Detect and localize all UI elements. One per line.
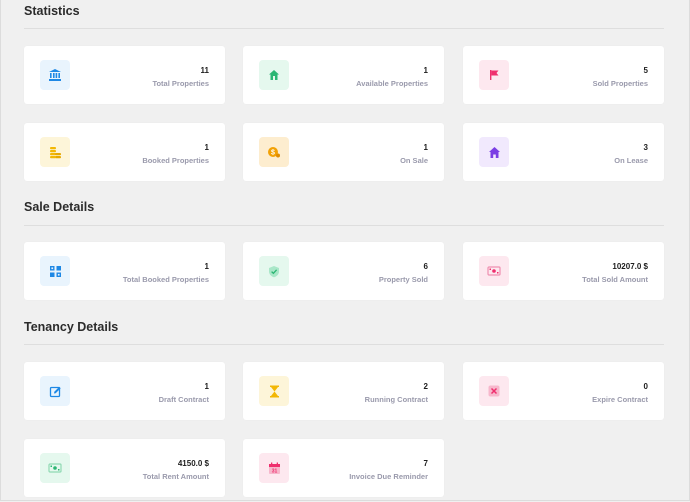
card-value: 6 [423,262,428,271]
card-label: Draft Contract [158,395,209,404]
svg-text:$: $ [271,149,275,156]
section-title-statistics: Statistics [24,4,80,18]
card-property-sold[interactable]: 6 Property Sold [243,242,444,300]
divider [24,225,664,226]
card-label: Expire Contract [592,395,648,404]
card-value: 10207.0 $ [612,262,648,271]
card-value: 1 [423,66,428,75]
card-label: Total Rent Amount [142,472,209,481]
card-label: Booked Properties [142,156,209,165]
cash-icon [40,453,70,483]
money-icon [479,256,509,286]
card-label: Invoice Due Reminder [349,472,428,481]
card-draft-contract[interactable]: 1 Draft Contract [24,362,225,420]
grid-icon [40,256,70,286]
card-label: Running Contract [364,395,428,404]
card-total-sold-amount[interactable]: 10207.0 $ Total Sold Amount [463,242,664,300]
section-title-sale-details: Sale Details [24,200,95,214]
card-total-rent-amount[interactable]: 4150.0 $ Total Rent Amount [24,439,225,497]
calendar-icon: 31 [259,453,289,483]
card-value: 7 [423,459,428,468]
section-title-tenancy-details: Tenancy Details [24,320,119,334]
card-label: On Lease [614,156,648,165]
card-value: 5 [643,66,648,75]
card-label: Available Properties [356,79,428,88]
dollar-icon: $ [259,137,289,167]
card-invoice-due-reminder[interactable]: 31 7 Invoice Due Reminder [243,439,444,497]
card-label: On Sale [400,156,428,165]
close-box-icon [479,376,509,406]
card-total-booked-properties[interactable]: 1 Total Booked Properties [24,242,225,300]
card-value: 1 [204,143,209,152]
home-icon [479,137,509,167]
card-value: 2 [423,382,428,391]
divider [24,28,664,29]
divider [24,344,664,345]
edit-icon [40,376,70,406]
svg-text:31: 31 [271,468,277,474]
flag-icon [479,60,509,90]
card-running-contract[interactable]: 2 Running Contract [243,362,444,420]
card-total-properties[interactable]: 11 Total Properties [24,46,225,104]
card-on-sale[interactable]: $ 1 On Sale [243,123,444,181]
card-value: 1 [423,143,428,152]
card-label: Property Sold [378,275,428,284]
card-label: Total Properties [152,79,209,88]
card-label: Total Sold Amount [582,275,648,284]
card-label: Sold Properties [592,79,648,88]
house-icon [259,60,289,90]
card-booked-properties[interactable]: 1 Booked Properties [24,123,225,181]
card-value: 4150.0 $ [177,459,209,468]
card-available-properties[interactable]: 1 Available Properties [243,46,444,104]
card-value: 1 [204,262,209,271]
card-value: 3 [643,143,648,152]
coins-icon [40,137,70,167]
shield-check-icon [259,256,289,286]
card-value: 1 [204,382,209,391]
hourglass-icon [259,376,289,406]
card-value: 0 [643,382,648,391]
card-label: Total Booked Properties [122,275,209,284]
card-expire-contract[interactable]: 0 Expire Contract [463,362,664,420]
bank-icon [40,60,70,90]
card-value: 11 [200,66,209,75]
card-sold-properties[interactable]: 5 Sold Properties [463,46,664,104]
card-on-lease[interactable]: 3 On Lease [463,123,664,181]
